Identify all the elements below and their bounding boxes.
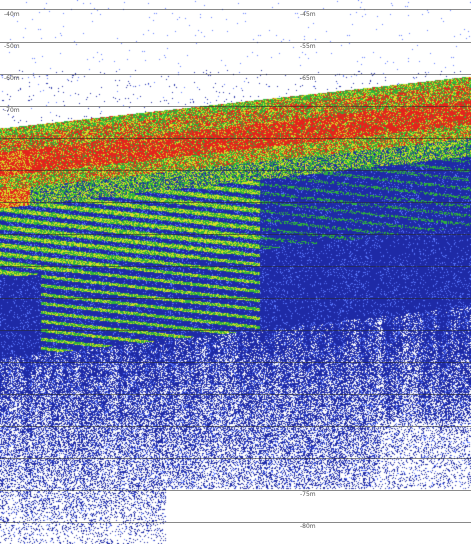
echogram-image — [0, 0, 471, 544]
echogram-panel: -40m -45m -50m -55m -60m -65m -70m -75m … — [0, 0, 471, 544]
